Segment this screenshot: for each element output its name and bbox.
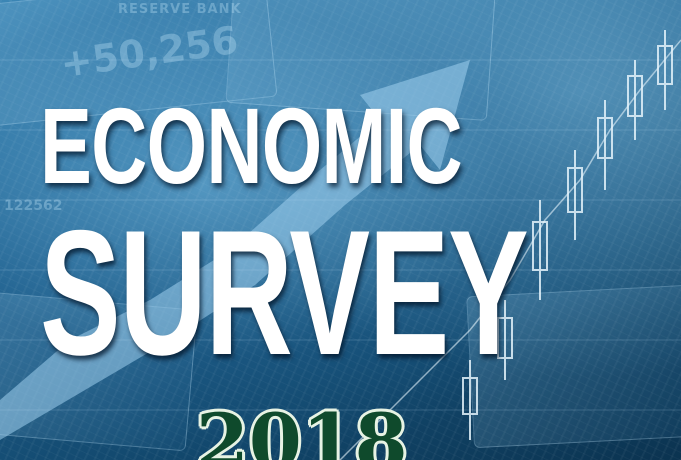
- candlestick-chart-icon: [462, 30, 673, 440]
- rising-arrow-icon: [0, 60, 470, 440]
- banknote-serial-text: 122562: [4, 198, 63, 214]
- banknote-header-text: RESERVE BANK: [118, 2, 242, 17]
- trend-line: [339, 39, 681, 460]
- year-label: 2018: [196, 397, 408, 460]
- headline-survey: SURVEY: [40, 193, 529, 392]
- headline-economic: ECONOMIC: [40, 85, 463, 206]
